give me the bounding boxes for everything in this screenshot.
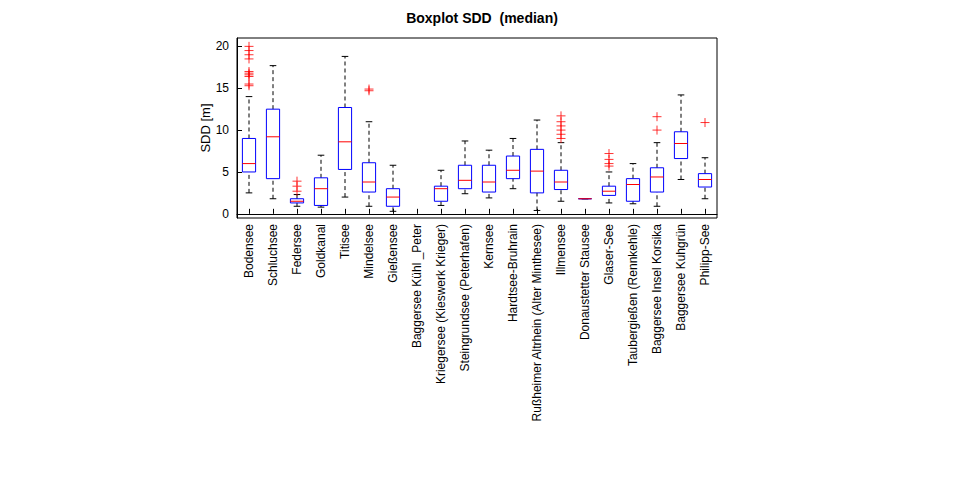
svg-text:Kriegersee (Kieswerk Krieger): Kriegersee (Kieswerk Krieger)	[434, 224, 448, 384]
svg-text:Donaustetter Stausee: Donaustetter Stausee	[578, 224, 592, 340]
svg-text:Philipp-See: Philipp-See	[698, 224, 712, 286]
svg-text:Titisee: Titisee	[338, 224, 352, 259]
svg-text:Boxplot SDD (median): Boxplot SDD (median)	[406, 10, 558, 26]
svg-text:Schluchsee: Schluchsee	[266, 224, 280, 286]
svg-text:0: 0	[222, 207, 229, 221]
svg-text:Gießensee: Gießensee	[386, 224, 400, 283]
svg-text:Federsee: Federsee	[290, 224, 304, 275]
svg-text:Bodensee: Bodensee	[242, 224, 256, 278]
svg-text:Rußheimer Altrhein (Alter Mint: Rußheimer Altrhein (Alter Minthesee)	[530, 224, 544, 421]
svg-text:5: 5	[222, 165, 229, 179]
svg-text:Illmensee: Illmensee	[554, 224, 568, 276]
svg-text:Kernsee: Kernsee	[482, 224, 496, 269]
svg-text:10: 10	[216, 123, 230, 137]
svg-text:Baggersee Kühl _Peter: Baggersee Kühl _Peter	[410, 224, 424, 348]
svg-text:Taubergießen (Rennkehle): Taubergießen (Rennkehle)	[626, 224, 640, 366]
svg-text:Mindelsee: Mindelsee	[362, 224, 376, 279]
svg-text:Baggersee Insel Korsika: Baggersee Insel Korsika	[650, 224, 664, 354]
svg-text:SDD [m]: SDD [m]	[198, 103, 213, 152]
svg-text:Steingrundsee (Peterhafen): Steingrundsee (Peterhafen)	[458, 224, 472, 371]
svg-text:20: 20	[216, 39, 230, 53]
svg-text:Baggersee Kuhgrün: Baggersee Kuhgrün	[674, 224, 688, 331]
svg-text:Goldkanal: Goldkanal	[314, 224, 328, 278]
svg-text:Hardtsee-Bruhrain: Hardtsee-Bruhrain	[506, 224, 520, 322]
svg-text:Glaser-See: Glaser-See	[602, 224, 616, 285]
svg-text:15: 15	[216, 81, 230, 95]
